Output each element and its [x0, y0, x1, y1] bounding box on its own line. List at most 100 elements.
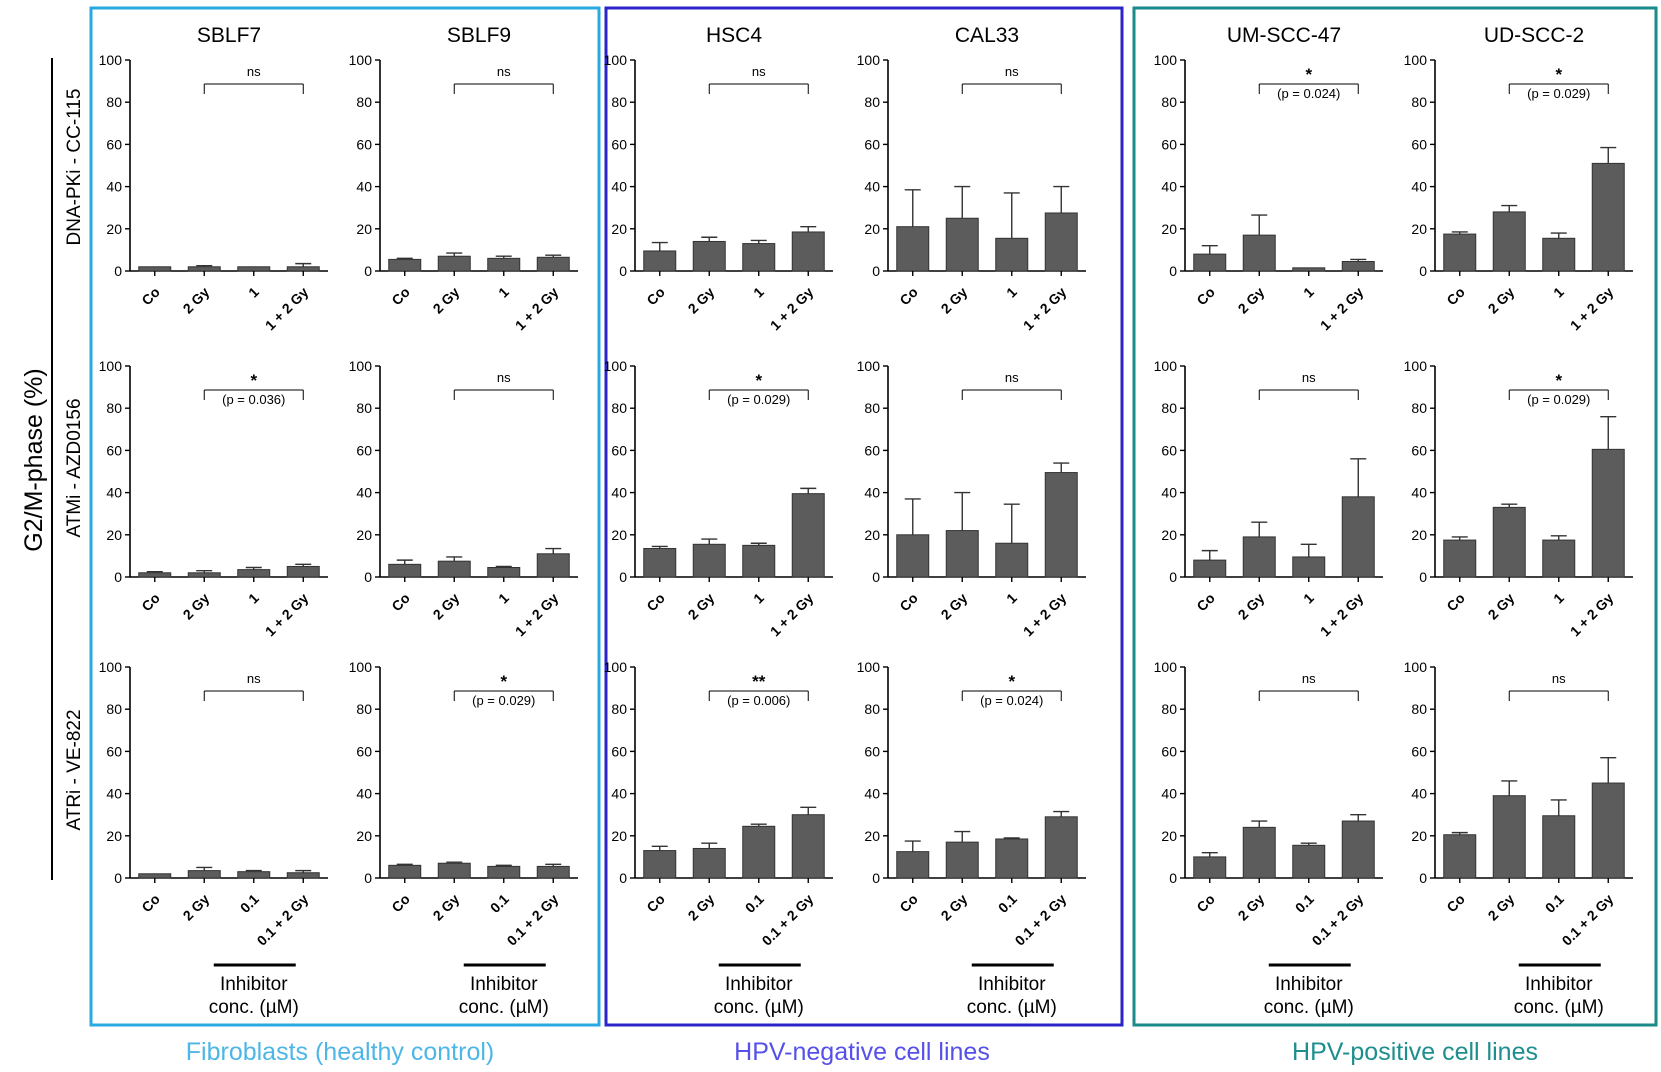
significance-label: ns [497, 370, 511, 385]
x-tick-label: Co [138, 590, 163, 615]
y-tick-label: 40 [356, 786, 372, 802]
bar [536, 553, 570, 578]
x-tick-label: 1 + 2 Gy [262, 284, 312, 334]
y-tick-label: 100 [1154, 659, 1178, 675]
bar [945, 217, 979, 272]
bar [1292, 844, 1326, 879]
y-tick-label: 100 [604, 52, 628, 68]
y-tick-label: 0 [1419, 870, 1427, 886]
y-tick-label: 20 [356, 221, 372, 237]
y-tick-label: 40 [611, 485, 627, 501]
y-tick-label: 20 [611, 828, 627, 844]
p-value-label: (p = 0.029) [472, 693, 535, 708]
x-tick-label: 2 Gy [1485, 891, 1518, 924]
column-title: HSC4 [706, 24, 762, 47]
significance-label: * [500, 672, 507, 691]
y-tick-label: 80 [1161, 701, 1177, 717]
bar [1193, 253, 1227, 272]
y-tick-label: 40 [611, 179, 627, 195]
x-tick-label: 2 Gy [685, 590, 718, 623]
row-label: ATMi - AZD0156 [64, 398, 85, 537]
x-tick-label: 2 Gy [430, 891, 463, 924]
significance-label: * [755, 371, 762, 390]
inhibitor-label: conc. (µM) [714, 997, 804, 1018]
significance-label: ns [497, 64, 511, 79]
p-value-label: (p = 0.029) [727, 392, 790, 407]
x-tick-label: 2 Gy [938, 590, 971, 623]
y-tick-label: 60 [611, 743, 627, 759]
x-tick-label: Co [1443, 590, 1468, 615]
x-tick-label: 2 Gy [180, 891, 213, 924]
y-tick-label: 100 [1404, 52, 1428, 68]
bar [187, 572, 221, 578]
x-tick-label: 2 Gy [1235, 284, 1268, 317]
y-tick-label: 40 [106, 786, 122, 802]
bar [1542, 539, 1576, 578]
y-tick-label: 100 [349, 659, 373, 675]
y-tick-label: 100 [99, 358, 123, 374]
y-tick-label: 60 [356, 442, 372, 458]
x-tick-label: 0.1 [487, 891, 512, 916]
y-tick-label: 0 [619, 569, 627, 585]
bar [1591, 782, 1625, 879]
y-tick-label: 40 [1411, 179, 1427, 195]
y-tick-label: 40 [1411, 485, 1427, 501]
bar [237, 266, 271, 272]
y-tick-label: 0 [872, 870, 880, 886]
x-tick-label: 1 [495, 590, 512, 607]
x-tick-label: Co [896, 284, 921, 309]
x-tick-label: 2 Gy [1485, 284, 1518, 317]
x-tick-label: Co [388, 590, 413, 615]
inhibitor-label: Inhibitor [1525, 974, 1593, 995]
bar [536, 865, 570, 879]
bar [1193, 559, 1227, 578]
column-title: CAL33 [955, 24, 1019, 47]
x-tick-label: 1 + 2 Gy [512, 590, 562, 640]
x-tick-label: 1 [750, 590, 767, 607]
y-tick-label: 40 [611, 786, 627, 802]
bar [1292, 556, 1326, 578]
y-tick-label: 20 [356, 527, 372, 543]
bar [536, 256, 570, 272]
y-tick-label: 20 [1411, 828, 1427, 844]
bar [437, 255, 471, 272]
y-tick-label: 80 [1161, 400, 1177, 416]
bar [1443, 834, 1477, 879]
y-tick-label: 60 [356, 743, 372, 759]
bar [1591, 448, 1625, 578]
y-tick-label: 80 [864, 400, 880, 416]
significance-label: ns [1302, 370, 1316, 385]
y-tick-label: 100 [99, 52, 123, 68]
bar [388, 563, 422, 578]
y-tick-label: 100 [1404, 659, 1428, 675]
x-tick-label: Co [896, 891, 921, 916]
bar [1542, 237, 1576, 272]
y-tick-label: 20 [106, 221, 122, 237]
x-tick-label: 2 Gy [1235, 891, 1268, 924]
bar [388, 864, 422, 879]
bar [487, 567, 521, 578]
x-tick-label: 1 + 2 Gy [512, 284, 562, 334]
y-tick-label: 40 [106, 485, 122, 501]
y-tick-label: 60 [611, 442, 627, 458]
column-title: SBLF9 [447, 24, 511, 47]
x-tick-label: 1 [495, 284, 512, 301]
x-tick-label: 0.1 + 2 Gy [1559, 891, 1617, 949]
x-tick-label: 1 [1550, 590, 1567, 607]
group-label: HPV-negative cell lines [734, 1038, 990, 1066]
bar [1341, 496, 1375, 578]
group-box [604, 6, 1124, 1027]
bar [1044, 472, 1078, 578]
y-tick-label: 80 [864, 701, 880, 717]
significance-label: ** [752, 672, 766, 691]
significance-label: ns [247, 671, 261, 686]
y-tick-label: 0 [619, 263, 627, 279]
bar [791, 814, 825, 879]
bar [237, 871, 271, 879]
y-tick-label: 0 [364, 569, 372, 585]
bar [1242, 826, 1276, 879]
bar [286, 565, 320, 578]
y-tick-label: 80 [356, 400, 372, 416]
x-tick-label: 1 + 2 Gy [1317, 590, 1367, 640]
y-tick-label: 0 [364, 870, 372, 886]
